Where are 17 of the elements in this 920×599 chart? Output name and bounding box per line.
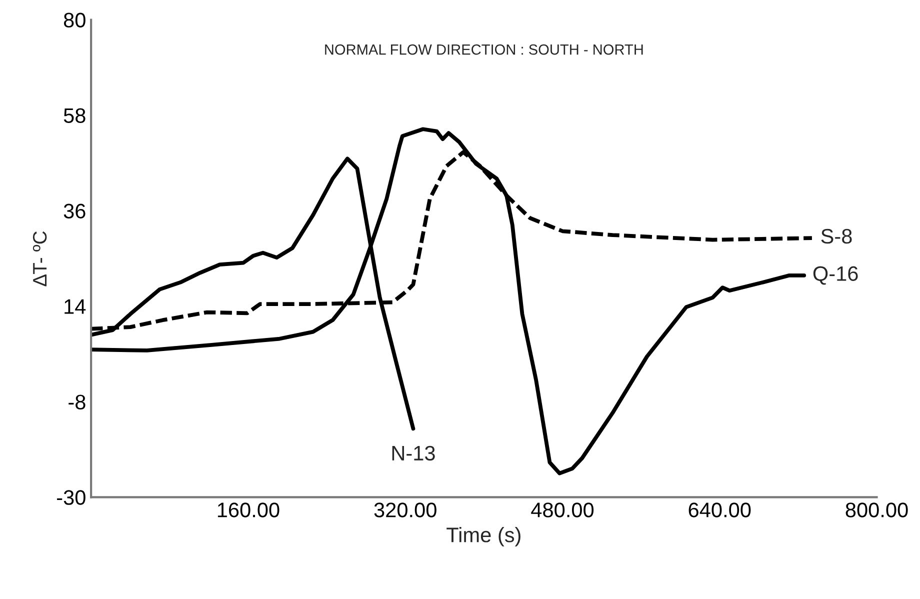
y-tick-label: 58	[64, 108, 86, 123]
text: NORMAL FLOW DIRECTION : SOUTH - NORTH	[325, 44, 643, 55]
x-tick-label: 160.00	[218, 502, 280, 518]
series-label: Q-16	[813, 266, 858, 285]
series-label: N-13	[392, 446, 435, 461]
x-tick-label: 320.00	[374, 502, 436, 518]
y-axis-title: ∆T- ºC	[32, 231, 47, 286]
x-axis-title: Time (s)	[446, 527, 520, 546]
x-tick-label: 480.00	[531, 502, 594, 518]
x-tick-label: 800.00	[846, 502, 908, 518]
y-tick-label: 36	[64, 204, 86, 218]
y-tick-label: 14	[64, 299, 86, 314]
series-label: S-8	[821, 228, 852, 244]
x-tick-label: 640.00	[688, 502, 751, 518]
y-tick-label: 80	[64, 12, 86, 28]
y-tick-label: -8	[68, 394, 86, 410]
y-tick-label: -30	[57, 490, 86, 505]
